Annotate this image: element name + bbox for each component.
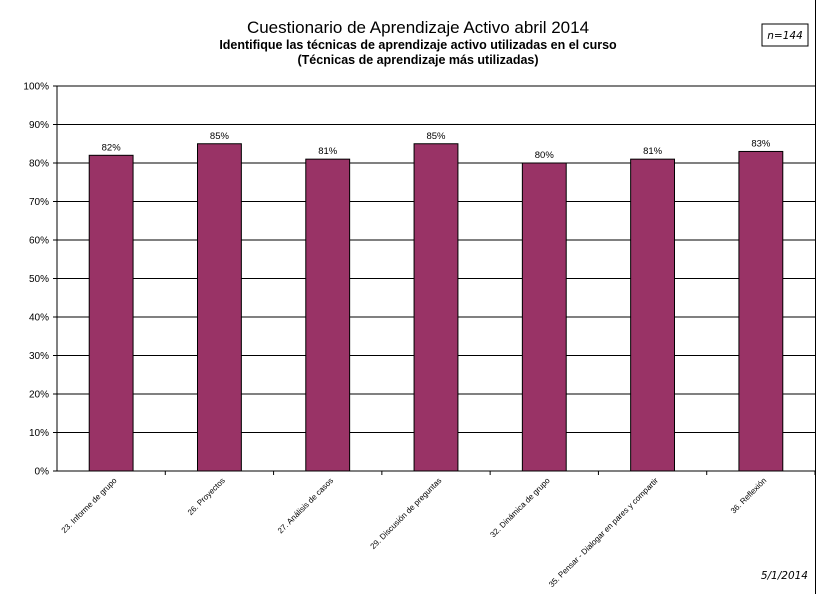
data-label: 81% [643, 146, 663, 157]
data-label: 81% [318, 146, 338, 157]
chart-subtitle-line-1: Identifique las técnicas de aprendizaje … [219, 38, 617, 52]
data-label: 85% [426, 131, 446, 142]
data-label: 82% [102, 142, 122, 153]
sample-size-label: n=144 [767, 30, 803, 42]
y-tick-label: 70% [29, 197, 49, 208]
y-tick-label: 80% [29, 159, 49, 170]
bar [88, 154, 134, 472]
x-tick-label: 29. Discusión de preguntas [368, 476, 443, 551]
y-tick-label: 60% [29, 236, 49, 247]
date-label: 5/1/2014 [761, 570, 808, 582]
bar [738, 150, 784, 472]
axes [53, 85, 815, 475]
x-tick-label: 27. Análisis de casos [276, 476, 335, 535]
bars [88, 143, 784, 472]
bar [630, 158, 675, 472]
bar [413, 143, 459, 472]
sample-size-box [761, 23, 809, 47]
x-tick-label: 23. Informe de grupo [60, 476, 119, 535]
data-label: 85% [210, 131, 230, 142]
y-tick-label: 0% [35, 467, 50, 478]
y-tick-label: 10% [29, 428, 49, 439]
x-tick-label: 32. Dinámica de grupo [488, 476, 552, 540]
chart-title: Cuestionario de Aprendizaje Activo abril… [247, 18, 589, 37]
y-tick-label: 100% [23, 82, 49, 93]
bar [197, 143, 242, 472]
x-tick-label: 35. Pensar - Dialogar en pares y compart… [547, 476, 660, 589]
y-tick-label: 20% [29, 390, 49, 401]
y-axis-tick-labels: 0% 10% 20% 30% 40% 50% 60% 70% 80% 90% 100% [23, 82, 49, 478]
x-tick-label: 36. Reflexión [729, 476, 768, 515]
y-tick-label: 90% [29, 120, 49, 131]
data-label: 83% [751, 138, 771, 149]
data-label: 80% [535, 150, 555, 161]
data-labels: 82% 85% 81% 85% 80% 81% 83% [102, 131, 771, 161]
y-tick-label: 40% [29, 313, 49, 324]
bar [521, 162, 567, 472]
x-tick-label: 26. Proyectos [186, 476, 227, 517]
bar [305, 158, 351, 472]
y-tick-label: 30% [29, 351, 49, 362]
y-tick-label: 50% [29, 274, 49, 285]
chart-subtitle-line-2: (Técnicas de aprendizaje más utilizadas) [297, 53, 538, 67]
x-axis-tick-labels: 23. Informe de grupo 26. Proyectos 27. Aná… [60, 476, 769, 589]
